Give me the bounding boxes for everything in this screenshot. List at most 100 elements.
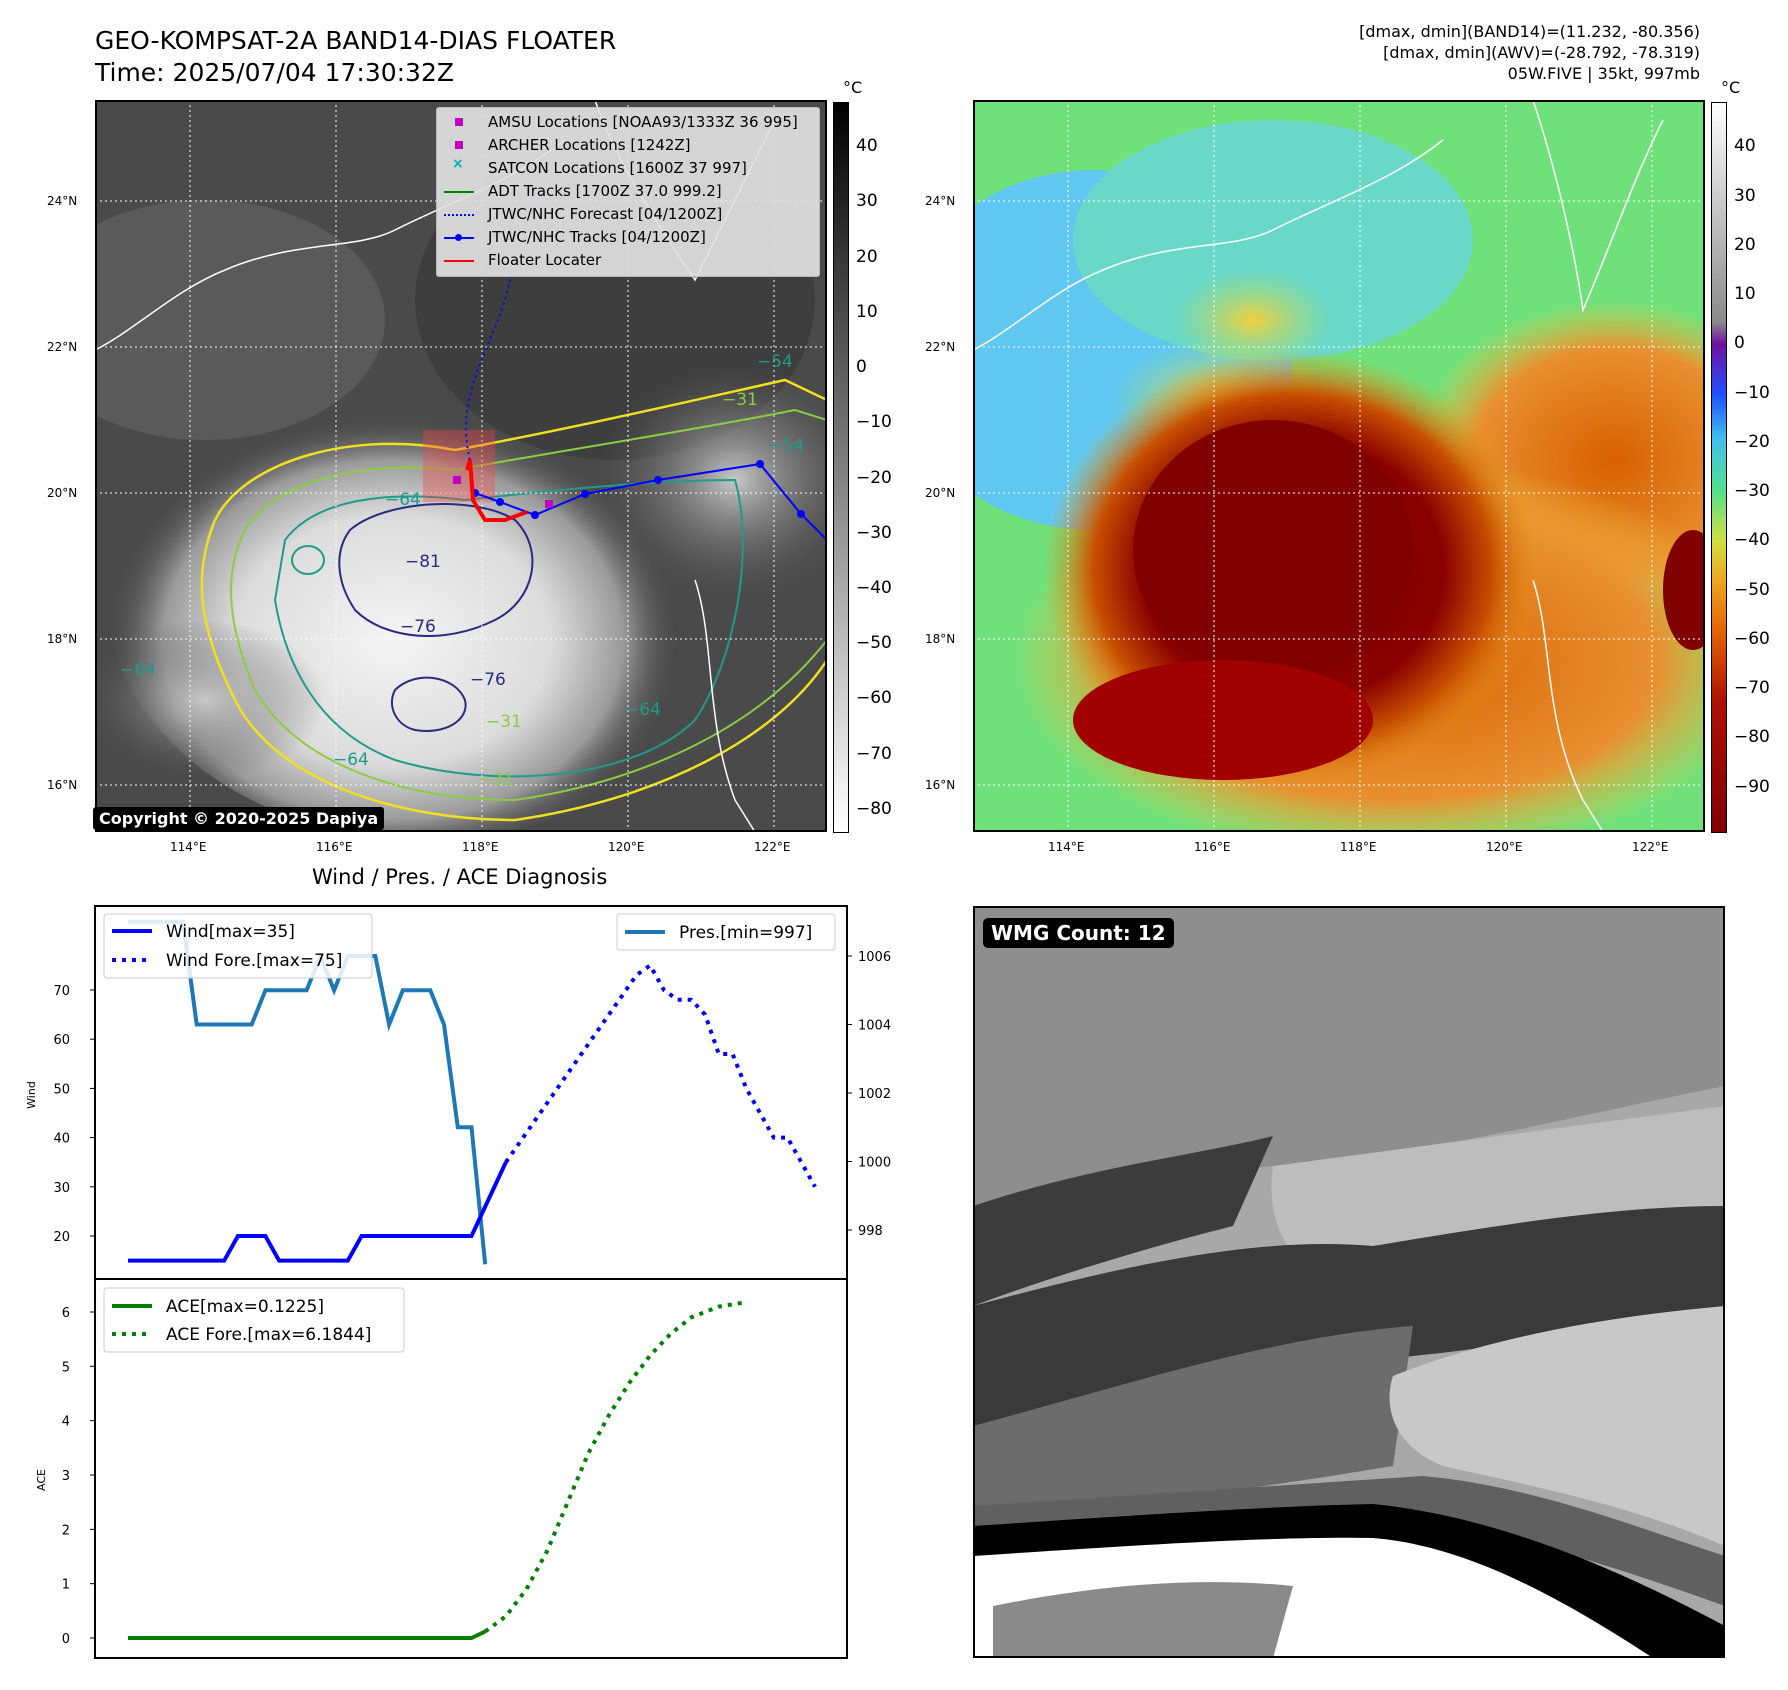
- chart-title: GEO-KOMPSAT-2A BAND14-DIAS FLOATER: [95, 26, 617, 55]
- legend-wind: Wind[max=35]: [166, 922, 295, 942]
- wind-tick-label: 40: [53, 1132, 70, 1147]
- lon-label: 114°E: [1048, 840, 1085, 854]
- colorbar-tick-label: −90: [1734, 776, 1770, 797]
- colorbar-tick-label: 40: [1734, 136, 1756, 157]
- lon-label: 114°E: [170, 840, 207, 854]
- legend-ace: ACE[max=0.1225]: [166, 1297, 324, 1317]
- left-colorbar-unit: °C: [843, 78, 863, 97]
- legend-label: Floater Locater: [488, 251, 602, 269]
- ace-tick-label: 0: [62, 1632, 70, 1647]
- contour-label: −54: [768, 436, 804, 456]
- contour-label: −64: [333, 750, 369, 770]
- wmg-count-badge: WMG Count: 12: [983, 918, 1174, 948]
- lat-label: 24°N: [47, 194, 78, 208]
- contour-label: −54: [757, 352, 793, 372]
- ace-legend: [103, 1287, 405, 1353]
- legend-label: SATCON Locations [1600Z 37 997]: [488, 159, 747, 177]
- contour-label: −31: [478, 770, 514, 790]
- wind-axis-label: Wind: [25, 1081, 38, 1109]
- contour-label: −31: [722, 390, 758, 410]
- lat-label: 24°N: [925, 194, 956, 208]
- ace-tick-label: 5: [62, 1360, 70, 1375]
- contour-label: −76: [400, 617, 436, 637]
- wind-forecast-line: [504, 962, 817, 1188]
- legend-label: JTWC/NHC Forecast [04/1200Z]: [488, 205, 723, 223]
- chart-time: Time: 2025/07/04 17:30:32Z: [95, 58, 454, 87]
- ace-axis-label: ACE: [35, 1469, 48, 1491]
- colorbar-tick-label: 20: [856, 246, 878, 267]
- pressure-tick-label: 1000: [858, 1156, 891, 1171]
- ace-tick-label: 1: [62, 1578, 70, 1593]
- lat-label: 18°N: [925, 632, 956, 646]
- ace-tick-label: 2: [62, 1523, 70, 1538]
- colorbar-tick-label: −50: [1734, 579, 1770, 600]
- colorbar-tick-label: 40: [856, 136, 878, 157]
- contour-label: −64: [385, 490, 421, 510]
- pressure-tick-label: 998: [858, 1224, 883, 1239]
- right-map: [973, 100, 1705, 832]
- wmg-dark-band: [973, 1136, 1273, 1306]
- lon-label: 118°E: [1340, 840, 1377, 854]
- legend-marker: ×: [452, 156, 464, 172]
- info-line-2: [dmax, dmin](AWV)=(-28.792, -78.319): [1383, 43, 1700, 62]
- lon-label: 120°E: [1486, 840, 1523, 854]
- colorbar-tick-label: −20: [1734, 431, 1770, 452]
- colorbar-tick-label: −70: [856, 743, 892, 764]
- right-colorbar: [1711, 102, 1727, 833]
- colorbar-tick-label: −30: [1734, 481, 1770, 502]
- ace-line: [128, 1629, 487, 1640]
- wind-tick-label: 30: [53, 1181, 70, 1196]
- wind-tick-label: 60: [53, 1033, 70, 1048]
- pressure-tick-label: 1002: [858, 1087, 891, 1102]
- contour-label: −64: [120, 660, 156, 680]
- wmg-gray-patch: [993, 1582, 1293, 1658]
- wmg-mid-band: [973, 1326, 1413, 1526]
- diagnosis-title: Wind / Pres. / ACE Diagnosis: [312, 865, 608, 889]
- wmg-upper-region: [973, 906, 1725, 1206]
- legend-label: JTWC/NHC Tracks [04/1200Z]: [488, 228, 706, 246]
- colorbar-tick-label: 0: [856, 357, 867, 378]
- lon-label: 118°E: [462, 840, 499, 854]
- legend-marker: [444, 234, 474, 241]
- map-legend: [436, 107, 820, 277]
- pressure-legend: [616, 913, 836, 951]
- contour-label: −31: [486, 712, 522, 732]
- ace-tick-label: 4: [62, 1415, 70, 1430]
- lon-label: 120°E: [608, 840, 645, 854]
- contour-label: −64: [625, 700, 661, 720]
- lat-label: 18°N: [47, 632, 78, 646]
- legend-ace-fore: ACE Fore.[max=6.1844]: [166, 1325, 371, 1345]
- legend-marker: [444, 214, 474, 216]
- colorbar-tick-label: −30: [856, 522, 892, 543]
- colorbar-tick-label: −10: [856, 412, 892, 433]
- colorbar-tick-label: 30: [856, 191, 878, 212]
- legend-label: AMSU Locations [NOAA93/1333Z 36 995]: [488, 113, 798, 131]
- ace-tick-label: 6: [62, 1306, 70, 1321]
- ace-forecast-line: [484, 1300, 747, 1634]
- lat-label: 22°N: [925, 340, 956, 354]
- legend-marker: [444, 260, 474, 262]
- wmg-light-region: [1389, 1306, 1725, 1546]
- colorbar-tick-label: 0: [1734, 333, 1745, 354]
- wind-tick-label: 50: [53, 1082, 70, 1097]
- colorbar-tick-label: −70: [1734, 678, 1770, 699]
- wind-line: [128, 1161, 508, 1263]
- lat-label: 20°N: [925, 486, 956, 500]
- colorbar-tick-label: −40: [1734, 530, 1770, 551]
- colorbar-tick-label: −10: [1734, 382, 1770, 403]
- colorbar-tick-label: −50: [856, 633, 892, 654]
- legend-wind-fore: Wind Fore.[max=75]: [166, 951, 342, 971]
- wind-legend: [103, 913, 373, 979]
- colorbar-tick-label: −40: [856, 578, 892, 598]
- diagnosis-chart: 70 60 50 40 30 20 1006 1004 1002 1000 998 6 5 4 3 2 1 0 Wi…: [25, 905, 891, 1659]
- colorbar-tick-label: −80: [856, 798, 892, 819]
- legend-marker: [444, 191, 474, 193]
- pressure-tick-label: 1004: [858, 1019, 891, 1034]
- lon-label: 116°E: [1194, 840, 1231, 854]
- pressure-tick-label: 1006: [858, 950, 891, 965]
- lon-label: 122°E: [754, 840, 791, 854]
- colorbar-tick-label: 20: [1734, 234, 1756, 255]
- lat-label: 16°N: [47, 778, 78, 792]
- copyright-badge: Copyright © 2020-2025 Dapiya: [93, 807, 385, 830]
- ace-tick-label: 3: [62, 1469, 70, 1484]
